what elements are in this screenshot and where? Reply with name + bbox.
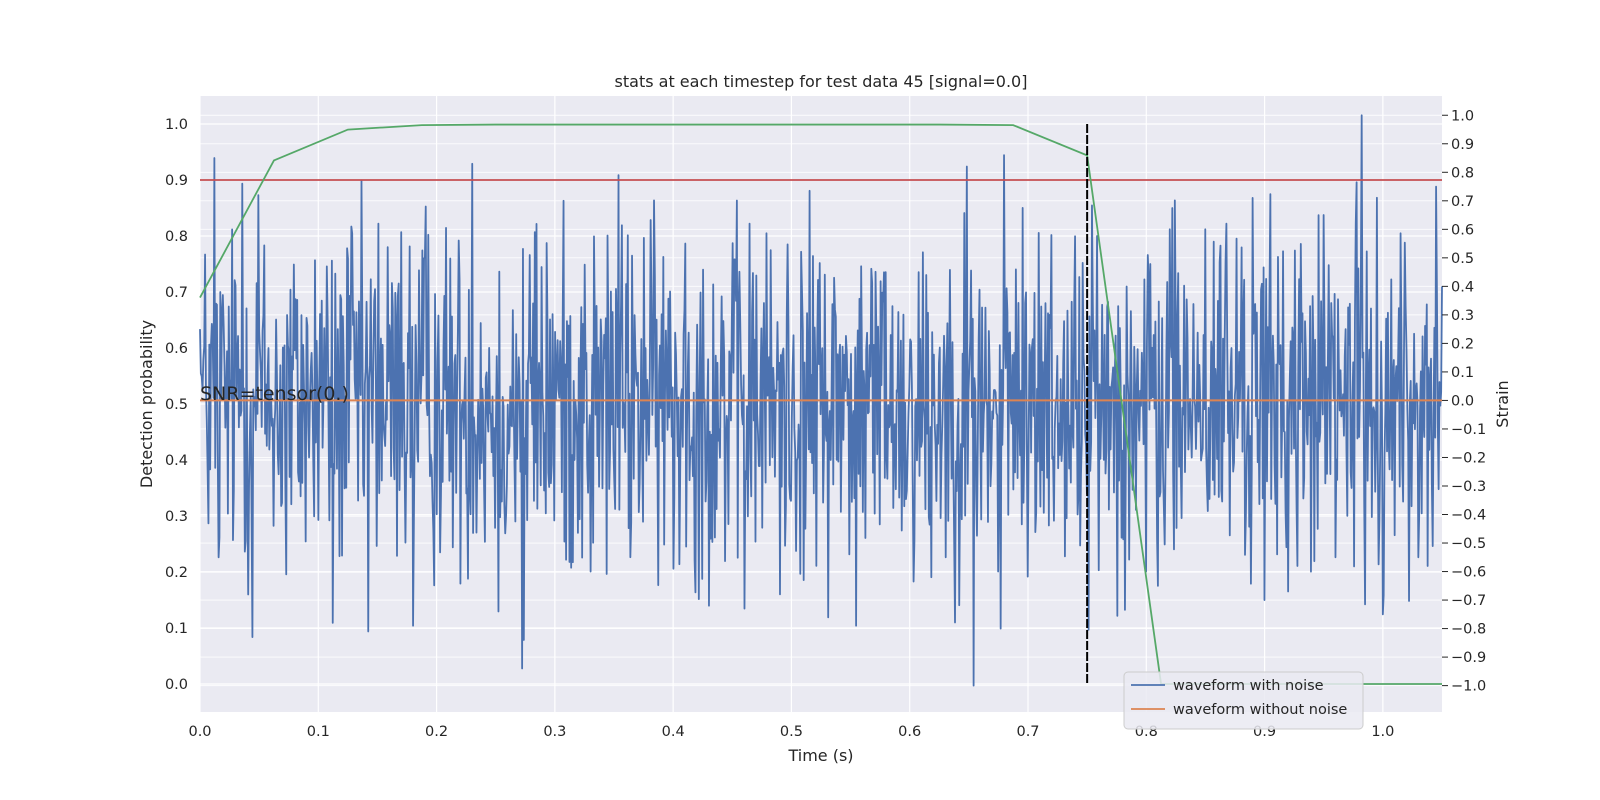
y-right-tick-label: −0.9: [1451, 650, 1486, 666]
y-tick-label: 1.0: [165, 117, 188, 133]
y-tick-label: 0.0: [165, 677, 188, 693]
snr-annotation: SNR=tensor(0.): [200, 383, 349, 405]
x-tick-label: 1.0: [1371, 724, 1394, 740]
y-right-tick-label: 0.5: [1451, 251, 1474, 267]
x-tick-label: 0.7: [1016, 724, 1039, 740]
y-right-tick-label: 1.0: [1451, 108, 1474, 124]
y-right-tick-label: 0.4: [1451, 279, 1474, 295]
y-right-tick-label: −0.1: [1451, 422, 1486, 438]
y-right-tick-label: −0.4: [1451, 508, 1486, 524]
x-tick-label: 0.3: [543, 724, 566, 740]
legend-label-waveform-without-noise: waveform without noise: [1173, 702, 1347, 718]
y-right-tick-label: 0.8: [1451, 165, 1474, 181]
legend-box: [1123, 671, 1364, 730]
x-tick-label: 0.0: [188, 724, 211, 740]
x-tick-label: 0.2: [425, 724, 448, 740]
y-right-tick-label: 0.2: [1451, 336, 1474, 352]
x-tick-label: 0.1: [307, 724, 330, 740]
y-right-tick-label: −1.0: [1451, 679, 1486, 695]
y-right-tick-label: −0.6: [1451, 565, 1486, 581]
y-tick-label: 0.8: [165, 229, 188, 245]
chart-title: stats at each timestep for test data 45 …: [615, 72, 1028, 91]
y-right-tick-label: −0.7: [1451, 593, 1486, 609]
y-right-tick-label: 0.3: [1451, 308, 1474, 324]
x-tick-label: 0.6: [898, 724, 921, 740]
y-tick-label: 0.3: [165, 509, 188, 525]
y-tick-label: 0.7: [165, 285, 188, 301]
y-right-tick-label: 0.6: [1451, 222, 1474, 238]
series-waveform-with-noise: [199, 114, 1443, 687]
y-right-tick-label: 0.7: [1451, 194, 1474, 210]
y-right-tick-label: −0.2: [1451, 450, 1486, 466]
y-tick-label: 0.1: [165, 621, 188, 637]
x-axis-label: Time (s): [787, 746, 853, 765]
y-tick-label: 0.2: [165, 565, 188, 581]
y-tick-label: 0.4: [165, 453, 188, 469]
y-right-tick-label: −0.8: [1451, 622, 1486, 638]
x-tick-label: 0.5: [780, 724, 803, 740]
y-tick-label: 0.9: [165, 173, 188, 189]
ticks: 0.0 0.1 0.2 0.3 0.4 0.5 0.6 0.7 0.8 0.9 1.0 0.0 0.1 0…: [165, 108, 1486, 740]
legend: waveform with noise waveform without noi…: [1123, 671, 1364, 730]
y-right-tick-label: 0.1: [1451, 365, 1474, 381]
y-right-tick-label: −0.5: [1451, 536, 1486, 552]
y-axis-label: Detection probability: [137, 320, 156, 488]
y-right-tick-label: −0.3: [1451, 479, 1486, 495]
legend-label-waveform-with-noise: waveform with noise: [1173, 678, 1324, 694]
x-tick-label: 0.4: [662, 724, 685, 740]
y-right-tick-label: 0.0: [1451, 393, 1474, 409]
y-tick-label: 0.6: [165, 341, 188, 357]
y-tick-label: 0.5: [165, 397, 188, 413]
y-axis-right-label: Strain: [1493, 380, 1512, 427]
y-right-tick-label: 0.9: [1451, 137, 1474, 153]
series-layer: [199, 114, 1443, 687]
